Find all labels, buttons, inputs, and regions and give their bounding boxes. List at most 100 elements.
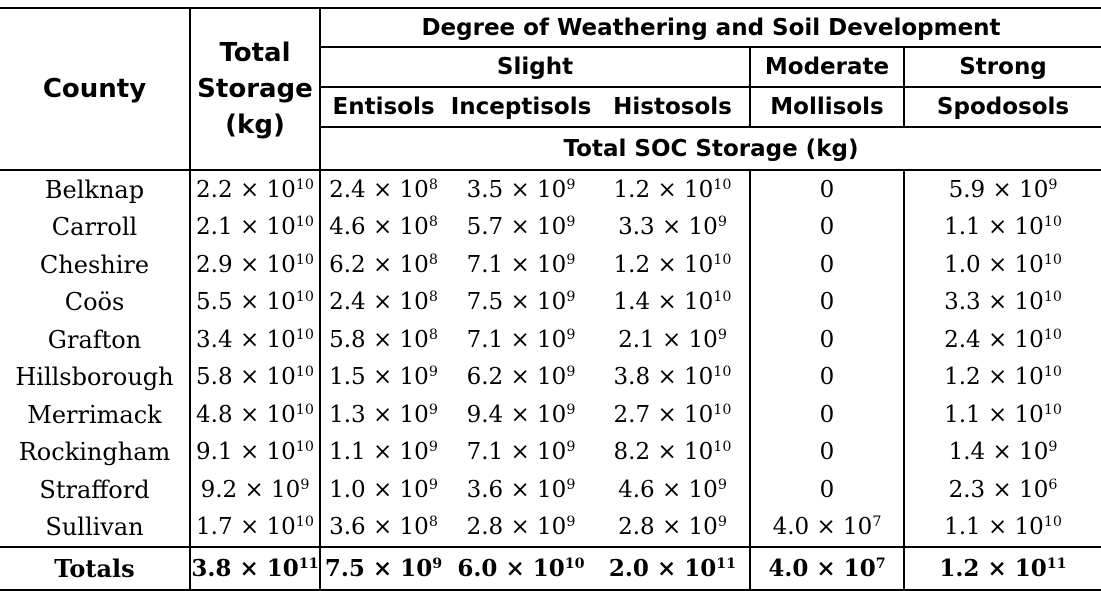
value-mantissa: 0 xyxy=(819,401,835,428)
value-cell: 1.1 × 1010 xyxy=(904,509,1101,548)
value-cell: 1.1 × 1010 xyxy=(904,396,1101,434)
times-ten-symbol: × 10 xyxy=(239,251,296,278)
value-cell: 2.0 × 1011 xyxy=(596,546,751,591)
value-exponent: 8 xyxy=(428,326,438,343)
value-exponent: 9 xyxy=(717,214,727,231)
value-exponent: 9 xyxy=(566,364,576,381)
table-row: Merrimack 4.8 × 1010 1.3 × 109 9.4 × 109 2.7… xyxy=(0,396,1101,434)
value-cell: 0 xyxy=(750,471,905,509)
value-exponent: 10 xyxy=(1043,364,1062,381)
value-cell: 2.8 × 109 xyxy=(446,509,596,548)
value-exponent: 9 xyxy=(566,251,576,268)
table-row: Belknap 2.2 × 1010 2.4 × 108 3.5 × 109 1.2 ×… xyxy=(0,170,1101,209)
table-row: Hillsborough 5.8 × 1010 1.5 × 109 6.2 × 109… xyxy=(0,358,1101,397)
value-exponent: 9 xyxy=(717,476,727,493)
value-mantissa: 0 xyxy=(819,176,835,203)
value-cell: 2.1 × 1010 xyxy=(190,208,321,246)
value-mantissa: 1.1 xyxy=(329,439,366,466)
times-ten-symbol: × 10 xyxy=(987,555,1047,582)
value-cell: 5.9 × 109 xyxy=(904,170,1101,209)
value-exponent: 10 xyxy=(1043,251,1062,268)
value-exponent: 10 xyxy=(295,326,314,343)
value-exponent: 10 xyxy=(713,176,732,193)
times-ten-symbol: × 10 xyxy=(657,251,714,278)
value-exponent: 11 xyxy=(1046,556,1067,573)
table-row: Sullivan 1.7 × 1010 3.6 × 108 2.8 × 109 2.8 … xyxy=(0,508,1101,548)
value-mantissa: 2.0 xyxy=(608,555,649,582)
value-cell: 1.2 × 1011 xyxy=(904,546,1101,591)
value-cell: 3.6 × 108 xyxy=(320,509,446,548)
times-ten-symbol: × 10 xyxy=(992,476,1049,503)
times-ten-symbol: × 10 xyxy=(987,514,1044,541)
value-exponent: 10 xyxy=(295,439,314,456)
value-exponent: 10 xyxy=(295,176,314,193)
value-exponent: 11 xyxy=(716,556,737,573)
order-spodosols-header: Spodosols xyxy=(904,87,1101,128)
value-mantissa: 0 xyxy=(819,476,835,503)
value-mantissa: 3.8 xyxy=(613,364,651,391)
table-row: Cheshire 2.9 × 1010 6.2 × 108 7.1 × 109 1.2 … xyxy=(0,246,1101,284)
times-ten-symbol: × 10 xyxy=(372,555,433,582)
value-exponent: 10 xyxy=(713,439,732,456)
value-mantissa: 2.7 xyxy=(613,401,651,428)
value-mantissa: 1.2 xyxy=(939,555,980,582)
degree-header: Degree of Weathering and Soil Developmen… xyxy=(320,7,1101,48)
value-cell: 3.8 × 1010 xyxy=(596,358,751,396)
value-cell: 1.5 × 109 xyxy=(320,359,446,397)
value-exponent: 9 xyxy=(566,439,576,456)
value-mantissa: 3.3 xyxy=(618,214,655,241)
value-cell: 0 xyxy=(750,321,905,359)
value-cell: 4.6 × 108 xyxy=(320,209,446,247)
value-cell: 3.4 × 1010 xyxy=(190,321,321,359)
value-mantissa: 1.2 xyxy=(613,251,651,278)
value-cell: 2.3 × 106 xyxy=(904,471,1101,509)
value-exponent: 10 xyxy=(295,289,314,306)
value-cell: 0 xyxy=(750,246,905,284)
value-cell: 9.1 × 1010 xyxy=(190,433,321,471)
times-ten-symbol: × 10 xyxy=(239,401,296,428)
value-mantissa: 2.9 xyxy=(196,251,233,278)
times-ten-symbol: × 10 xyxy=(239,289,296,316)
soc-storage-subheader: Total SOC Storage (kg) xyxy=(320,127,1101,171)
value-cell: 7.5 × 109 xyxy=(446,284,596,322)
totals-row: Totals 3.8 × 1011 7.5 × 109 6.0 × 1010 2.0 ×… xyxy=(0,546,1101,591)
value-mantissa: 7.5 xyxy=(466,289,504,316)
value-mantissa: 9.2 xyxy=(200,476,238,503)
value-mantissa: 6.0 xyxy=(457,555,498,582)
times-ten-symbol: × 10 xyxy=(992,439,1049,466)
times-ten-symbol: × 10 xyxy=(661,326,718,353)
value-cell: 1.1 × 109 xyxy=(320,434,446,472)
county-cell: Belknap xyxy=(0,170,191,209)
value-mantissa: 0 xyxy=(819,439,835,466)
county-cell: Hillsborough xyxy=(0,358,191,396)
value-cell: 2.1 × 109 xyxy=(596,321,751,359)
soc-storage-table: County Total Storage (kg) Degree of Weat… xyxy=(0,7,1101,591)
value-mantissa: 4.6 xyxy=(618,476,655,503)
value-exponent: 8 xyxy=(428,289,438,306)
value-cell: 0 xyxy=(750,358,905,396)
value-cell: 1.3 × 109 xyxy=(320,396,446,434)
value-exponent: 9 xyxy=(566,214,576,231)
group-slight-header: Slight xyxy=(320,47,751,88)
times-ten-symbol: × 10 xyxy=(661,514,718,541)
value-exponent: 10 xyxy=(295,401,314,418)
times-ten-symbol: × 10 xyxy=(244,476,301,503)
value-mantissa: 1.0 xyxy=(944,251,981,278)
total-storage-header: Total Storage (kg) xyxy=(190,7,321,171)
county-cell: Rockingham xyxy=(0,433,191,471)
value-mantissa: 1.4 xyxy=(948,439,986,466)
value-mantissa: 2.8 xyxy=(618,514,655,541)
times-ten-symbol: × 10 xyxy=(510,401,567,428)
value-cell: 5.8 × 1010 xyxy=(190,358,321,396)
value-cell: 2.8 × 109 xyxy=(596,508,751,547)
times-ten-symbol: × 10 xyxy=(987,401,1044,428)
order-inceptisols-header: Inceptisols xyxy=(446,87,596,128)
value-cell: 1.4 × 1010 xyxy=(596,283,751,321)
value-mantissa: 1.0 xyxy=(329,476,366,503)
value-cell: 3.3 × 1010 xyxy=(904,284,1101,322)
times-ten-symbol: × 10 xyxy=(661,214,718,241)
value-cell: 2.9 × 1010 xyxy=(190,246,321,284)
times-ten-symbol: × 10 xyxy=(372,289,429,316)
value-mantissa: 5.5 xyxy=(196,289,233,316)
county-cell: Merrimack xyxy=(0,396,191,434)
